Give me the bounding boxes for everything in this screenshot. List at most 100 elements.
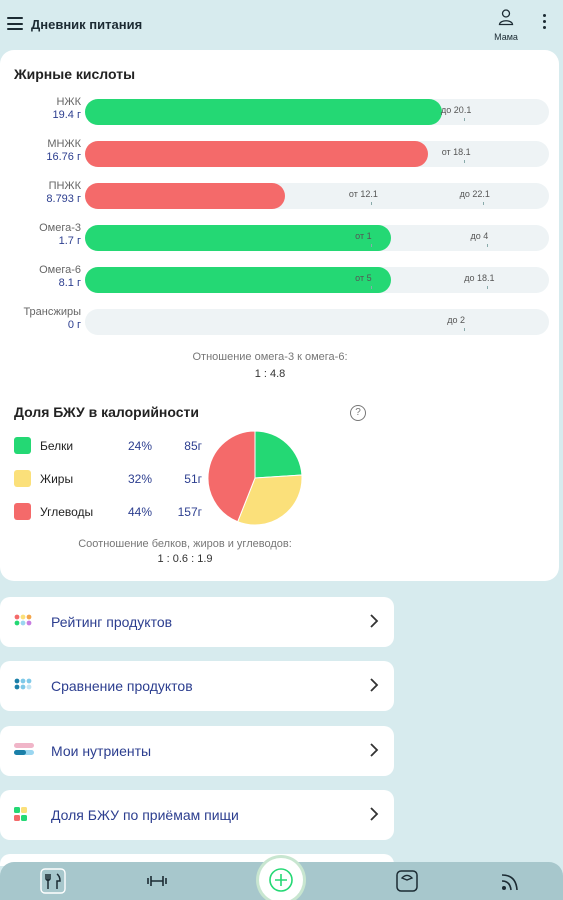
macro-color-swatch [14,470,31,487]
menu-item-my-nutrients[interactable]: Мои нутриенты [0,726,394,776]
macro-legend-item: Белки 24% 85г [14,436,214,456]
fatty-acid-name: Омега-6 [39,264,81,276]
fatty-acids-title: Жирные кислоты [14,66,136,82]
fatty-acid-bar-fill [85,267,392,293]
fatty-acid-limit-label: до 4 [470,231,489,241]
macros-ratio-value: 1 : 0.6 : 1.9 [157,553,213,565]
fatty-acid-limit-label: от 18.1 [441,147,471,157]
menu-item-product-comparison[interactable]: Сравнение продуктов [0,661,394,711]
add-icon [269,868,293,892]
fatty-acid-name: ПНЖК [48,180,81,192]
fatty-acid-limit-label: до 20.1 [441,105,472,115]
workout-icon [147,876,167,886]
food-icon [40,868,66,894]
fatty-acid-bar-track: от 5 до 18.1 [85,267,549,293]
rating-icon [14,614,32,626]
fatty-acid-value: 0 г [67,319,81,331]
nav-feed-button[interactable] [496,866,526,896]
fatty-acid-limit-tick [371,286,373,289]
fatty-acid-value: 8.793 г [46,193,81,205]
fatty-acid-limit-label: от 5 [355,273,372,283]
menu-item-label: Сравнение продуктов [51,678,193,694]
scale-icon [396,870,418,892]
fatty-acid-value: 19.4 г [52,109,81,121]
fatty-acid-limit-tick [464,118,466,121]
fatty-acid-limit-label: до 2 [447,315,466,325]
fatty-acid-bar-fill [85,183,285,209]
fatty-acid-bar-track: от 12.1 до 22.1 [85,183,549,209]
chevron-right-icon [370,743,379,757]
fatty-acid-row: НЖК 19.4 г до 20.1 [0,94,559,126]
chevron-right-icon [370,807,379,821]
fatty-acid-limit-label: до 22.1 [459,189,490,199]
more-options-icon[interactable] [538,14,550,34]
fatty-acid-bar-track: от 18.1 [85,141,549,167]
macro-legend-item: Углеводы 44% 157г [14,502,214,522]
fatty-acid-limit-label: до 18.1 [464,273,495,283]
macros-ratio-caption: Соотношение белков, жиров и углеводов: [78,538,292,550]
pie-slice [254,430,303,479]
menu-item-macros-by-meal[interactable]: Доля БЖУ по приёмам пищи [0,790,394,840]
fatty-acid-limit-tick [482,202,484,205]
fatty-acid-limit-tick [371,202,373,205]
omega-ratio-value: 1 : 4.8 [254,368,286,380]
macro-grams: 51г [184,472,202,486]
help-icon[interactable]: ? [350,405,366,421]
fatty-acid-row: МНЖК 16.76 г от 18.1 [0,136,559,168]
nav-workout-button[interactable] [142,866,172,896]
fatty-acid-value: 1.7 г [58,235,81,247]
compare-icon [14,678,32,690]
app-title: Дневник питания [31,17,143,32]
pie-slice [237,474,303,526]
fatty-acid-value: 8.1 г [58,277,81,289]
fatty-acid-bar-track: от 1 до 4 [85,225,549,251]
fatty-acid-value: 16.76 г [46,151,81,163]
menu-item-label: Мои нутриенты [51,743,152,759]
nav-scale-button[interactable] [392,866,422,896]
fatty-acid-limit-tick [464,160,466,163]
fatty-acid-row: Омега-3 1.7 г от 1 до 4 [0,220,559,252]
bottom-navigation [0,858,563,900]
nav-add-button[interactable] [259,858,303,900]
fatty-acid-row: Трансжиры 0 г до 2 [0,304,559,336]
fatty-acid-bar-fill [85,99,443,125]
chevron-right-icon [370,614,379,628]
fatty-acid-name: Трансжиры [23,306,81,318]
app-header: Дневник питания Мама [0,0,563,48]
macros-pie-chart [207,430,303,526]
fatty-acid-limit-tick [371,244,373,247]
macro-grams: 85г [184,439,202,453]
fatty-acid-limit-label: от 12.1 [348,189,378,199]
fatty-acid-name: НЖК [56,96,81,108]
fatty-acid-row: Омега-6 8.1 г от 5 до 18.1 [0,262,559,294]
fatty-acid-bar-fill [85,225,392,251]
macro-name: Белки [40,439,74,453]
fatty-acid-limit-tick [487,244,489,247]
menu-item-label: Рейтинг продуктов [51,614,173,630]
nutrition-summary-card: Жирные кислоты НЖК 19.4 г до 20.1 МНЖК 16.76… [0,50,559,581]
nav-food-button[interactable] [38,866,68,896]
macro-grams: 157г [177,505,202,519]
fatty-acid-row: ПНЖК 8.793 г от 12.1 до 22.1 [0,178,559,210]
fatty-acid-limit-label: от 1 [355,231,372,241]
macro-percent: 32% [128,472,153,486]
user-icon [498,9,514,26]
fatty-acid-bar-fill [85,141,429,167]
profile-button[interactable]: Мама [488,8,524,42]
omega-ratio-caption: Отношение омега-3 к омега-6: [192,351,348,363]
macro-color-swatch [14,503,31,520]
pie-slice [207,430,256,523]
macro-percent: 44% [128,505,153,519]
menu-item-product-rating[interactable]: Рейтинг продуктов [0,597,394,647]
profile-label: Мама [494,32,518,42]
chevron-right-icon [370,678,379,692]
macro-color-swatch [14,437,31,454]
macro-legend-item: Жиры 32% 51г [14,469,214,489]
macro-name: Углеводы [40,505,94,519]
macros-title: Доля БЖУ в калорийности [14,404,200,420]
fatty-acid-name: Омега-3 [39,222,81,234]
feed-icon [501,874,518,891]
macro-percent: 24% [128,439,153,453]
nutrients-icon [14,743,34,755]
hamburger-menu-icon[interactable] [7,17,23,30]
